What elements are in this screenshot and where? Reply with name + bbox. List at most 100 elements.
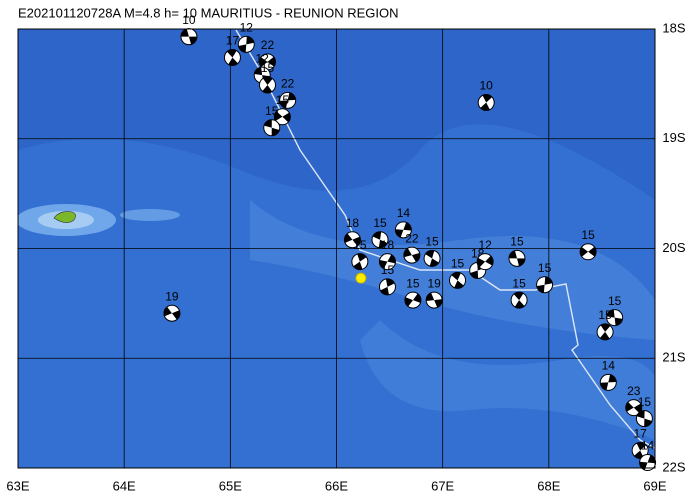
depth-label: 23 [627, 384, 641, 398]
beachball-quadrant [508, 250, 525, 267]
depth-label: 22 [405, 231, 419, 245]
beachball-quadrant [404, 293, 421, 307]
beachball-quadrant [600, 374, 617, 391]
depth-label: 10 [182, 13, 196, 27]
focal-mechanism [258, 76, 276, 94]
depth-label: 15 [510, 235, 524, 249]
focal-mechanism [343, 231, 361, 249]
focal-mechanism [279, 91, 297, 109]
title: E202101120728A M=4.8 h= 10 MAURITIUS - R… [18, 5, 399, 20]
lon-tick-label: 63E [6, 478, 29, 493]
depth-label: 17 [633, 427, 647, 441]
lon-tick-label: 65E [219, 478, 242, 493]
beachball-quadrant [227, 49, 238, 66]
depth-label: 15 [638, 395, 652, 409]
depth-label: 15 [373, 216, 387, 230]
focal-mechanism [263, 119, 281, 137]
depth-label: 19 [165, 289, 179, 303]
depth-label: 15 [425, 235, 439, 249]
beachball-quadrant [379, 254, 396, 269]
depth-label: 15 [608, 294, 622, 308]
depth-label: 12 [240, 21, 254, 35]
beachball-quadrant [634, 442, 647, 459]
depth-label: 15 [265, 104, 279, 118]
depth-label: 22 [281, 77, 295, 91]
focal-mechanism [378, 253, 396, 271]
beachball-quadrant [426, 292, 443, 308]
lon-tick-label: 66E [325, 478, 348, 493]
beachball-quadrant [606, 309, 623, 326]
depth-label: 15 [451, 256, 465, 270]
beachball-quadrant [180, 28, 197, 45]
epicenter [355, 272, 367, 284]
focal-mechanism [378, 278, 396, 296]
beachball-quadrant [636, 410, 653, 427]
beachball-quadrant [344, 233, 361, 246]
focal-mechanism [423, 249, 441, 267]
focal-mechanism [599, 373, 617, 391]
beachball-quadrant [480, 94, 493, 111]
lat-tick-label: 21S [662, 350, 685, 365]
focal-mechanism [536, 276, 554, 294]
lon-tick-label: 67E [431, 478, 454, 493]
depth-label: 15 [512, 276, 526, 290]
focal-mechanism [404, 291, 422, 309]
depth-label: 14 [641, 439, 655, 453]
beachball-quadrant [279, 92, 296, 109]
depth-label: 18 [381, 238, 395, 252]
beachball-quadrant [238, 36, 255, 53]
beachball-quadrant [599, 323, 611, 340]
lon-tick-label: 68E [537, 478, 560, 493]
focal-mechanism [180, 28, 198, 46]
focal-mechanism [273, 108, 291, 126]
lat-tick-label: 20S [662, 240, 685, 255]
focal-mechanism [635, 410, 653, 428]
beachball-quadrant [380, 278, 395, 295]
depth-label: 14 [397, 206, 411, 220]
focal-mechanism [223, 49, 241, 67]
focal-mechanism [351, 253, 369, 271]
beachball-quadrant [639, 455, 656, 470]
beachball-quadrant [395, 222, 412, 238]
beachball-quadrant [262, 76, 273, 93]
depth-label: 15 [353, 238, 367, 252]
focal-mechanism [403, 246, 421, 264]
focal-mechanism [579, 243, 597, 261]
focal-mechanism [425, 291, 443, 309]
lat-tick-label: 18S [662, 20, 685, 35]
beachball-quadrant [425, 250, 439, 267]
lon-tick-label: 69E [643, 478, 666, 493]
focal-mechanism [476, 253, 494, 271]
beachball-quadrant [403, 248, 420, 262]
depth-label: 22 [261, 38, 275, 52]
beachball-quadrant [451, 272, 464, 289]
beachball-quadrant [513, 292, 525, 309]
depth-label: 14 [602, 359, 616, 373]
depth-label: 18 [346, 216, 360, 230]
focal-mechanism [237, 35, 255, 53]
depth-label: 15 [538, 261, 552, 275]
depth-label: 15 [598, 308, 612, 322]
focal-mechanism [371, 231, 389, 249]
focal-mechanism [477, 94, 495, 112]
focal-mechanism [163, 304, 181, 322]
depth-label: 12 [478, 238, 492, 252]
beachball-quadrant [625, 402, 642, 414]
beachball-quadrant [353, 253, 367, 270]
depth-label: 15 [261, 61, 275, 75]
lat-tick-label: 22S [662, 459, 685, 474]
beachball-quadrant [372, 231, 388, 248]
focal-mechanism [596, 323, 614, 341]
beachball-quadrant [477, 255, 494, 268]
focal-mechanism [449, 271, 467, 289]
beachball-quadrant [536, 276, 553, 293]
depth-label: 15 [276, 93, 290, 107]
focal-mechanism [606, 309, 624, 327]
focal-mechanism [508, 249, 526, 267]
beachball-quadrant [274, 111, 291, 123]
depth-label: 15 [381, 263, 395, 277]
focal-mechanism [639, 454, 657, 472]
depth-label: 10 [480, 79, 494, 93]
depth-label: 12 [256, 51, 270, 65]
